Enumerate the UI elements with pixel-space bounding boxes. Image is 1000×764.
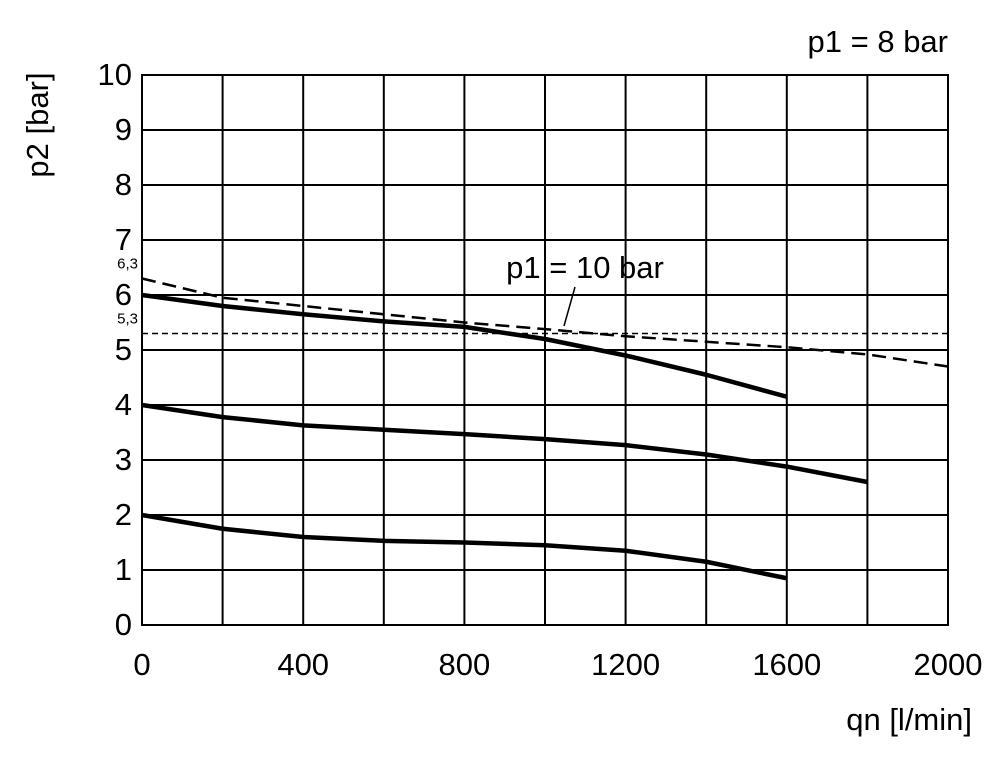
plot-frame [141,74,949,626]
x-tick-label: 1200 [591,647,660,682]
y-tick-label: 1 [115,552,132,587]
data-line [141,277,949,368]
series-label: p1 = 10 bar [506,250,664,285]
y-tick-label: 10 [98,57,132,92]
data-line [141,292,788,399]
x-tick-label: 800 [439,647,491,682]
data-line [141,402,868,485]
y-tick-label: 4 [115,387,132,422]
x-axis-label: qn [l/min] [846,702,972,737]
annotation: p1 = 8 bar [808,24,948,59]
x-tick-label: 400 [277,647,329,682]
x-tick-label: 2000 [914,647,983,682]
y-tick-label: 2 [115,497,132,532]
data-line [141,512,788,581]
leader-line [563,286,576,327]
y-tick-label: 5 [115,332,132,367]
x-tick-label: 0 [133,647,150,682]
y-tick-label: 6 [115,277,132,312]
y-tick-label: 8 [115,167,132,202]
reference-label: 6,3 [117,255,138,272]
y-tick-label: 7 [115,222,132,257]
y-axis-label: p2 [bar] [20,72,55,177]
reference-label: 5,3 [117,310,138,327]
y-tick-label: 0 [115,607,132,642]
y-tick-label: 9 [115,112,132,147]
y-tick-label: 3 [115,442,132,477]
x-tick-label: 1600 [752,647,821,682]
